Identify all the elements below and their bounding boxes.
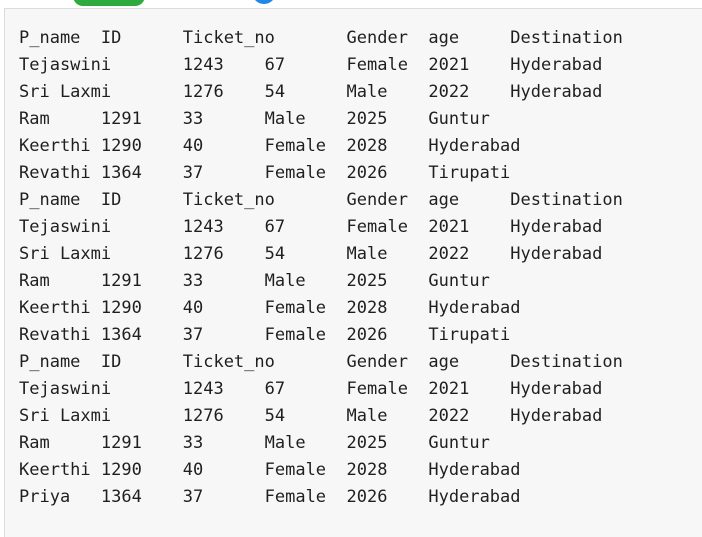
output-line: Keerthi 1290 40 Female 2028 Hyderabad [19,298,521,318]
output-line: P_name ID Ticket_no Gender age Destinati… [19,352,623,372]
output-line: P_name ID Ticket_no Gender age Destinati… [19,28,623,48]
output-line: Tejaswini 1243 67 Female 2021 Hyderabad [19,217,603,237]
output-line: Sri Laxmi 1276 54 Male 2022 Hyderabad [19,406,603,426]
page-header-strip [0,0,702,8]
output-line: Revathi 1364 37 Female 2026 Tirupati [19,325,511,345]
output-line: Ram 1291 33 Male 2025 Guntur [19,433,490,453]
output-line: Keerthi 1290 40 Female 2028 Hyderabad [19,136,521,156]
site-logo-graphic [73,0,145,6]
output-line: Revathi 1364 37 Female 2026 Tirupati [19,163,511,183]
code-output-text: P_name ID Ticket_no Gender age Destinati… [19,25,623,511]
output-line: Priya 1364 37 Female 2026 Hyderabad [19,487,521,507]
site-logo-mark [252,0,276,4]
output-line: Sri Laxmi 1276 54 Male 2022 Hyderabad [19,82,603,102]
output-line: Sri Laxmi 1276 54 Male 2022 Hyderabad [19,244,603,264]
output-line: Keerthi 1290 40 Female 2028 Hyderabad [19,460,521,480]
output-line: Ram 1291 33 Male 2025 Guntur [19,109,490,129]
code-output-panel: P_name ID Ticket_no Gender age Destinati… [4,8,702,537]
output-line: Tejaswini 1243 67 Female 2021 Hyderabad [19,379,603,399]
output-line: Tejaswini 1243 67 Female 2021 Hyderabad [19,55,603,75]
output-line: P_name ID Ticket_no Gender age Destinati… [19,190,623,210]
output-line: Ram 1291 33 Male 2025 Guntur [19,271,490,291]
